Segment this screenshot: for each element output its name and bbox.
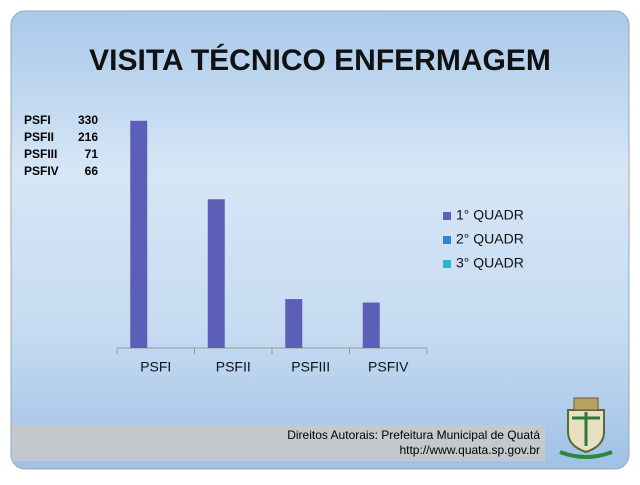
x-tick-label: PSFI bbox=[140, 359, 171, 375]
footer-copyright: Direitos Autorais: Prefeitura Municipal … bbox=[287, 428, 540, 442]
table-label: PSFI bbox=[24, 113, 51, 127]
logo bbox=[559, 397, 613, 459]
table-value: 216 bbox=[78, 130, 98, 144]
table-value: 66 bbox=[85, 164, 99, 178]
slide-frame bbox=[10, 10, 630, 470]
table-label: PSFIV bbox=[24, 164, 59, 178]
bar bbox=[130, 120, 148, 349]
legend-swatch bbox=[443, 212, 451, 220]
table-label: PSFII bbox=[24, 130, 54, 144]
table-label: PSFIII bbox=[24, 147, 57, 161]
chart-title: VISITA TÉCNICO ENFERMAGEM bbox=[89, 43, 551, 77]
footer-band bbox=[12, 425, 545, 461]
legend-label: 1° QUADR bbox=[456, 207, 524, 223]
legend-label: 3° QUADR bbox=[456, 255, 524, 271]
legend-swatch bbox=[443, 236, 451, 244]
bar bbox=[285, 299, 303, 348]
x-tick-label: PSFIII bbox=[291, 359, 330, 375]
table-value: 330 bbox=[78, 113, 98, 127]
x-tick-label: PSFIV bbox=[368, 359, 409, 375]
x-tick-label: PSFII bbox=[216, 359, 251, 375]
legend-label: 2° QUADR bbox=[456, 231, 524, 247]
bar bbox=[362, 302, 380, 348]
legend-swatch bbox=[443, 260, 451, 268]
bar bbox=[207, 199, 225, 348]
table-value: 71 bbox=[85, 147, 99, 161]
footer-url: http://www.quata.sp.gov.br bbox=[399, 443, 540, 457]
